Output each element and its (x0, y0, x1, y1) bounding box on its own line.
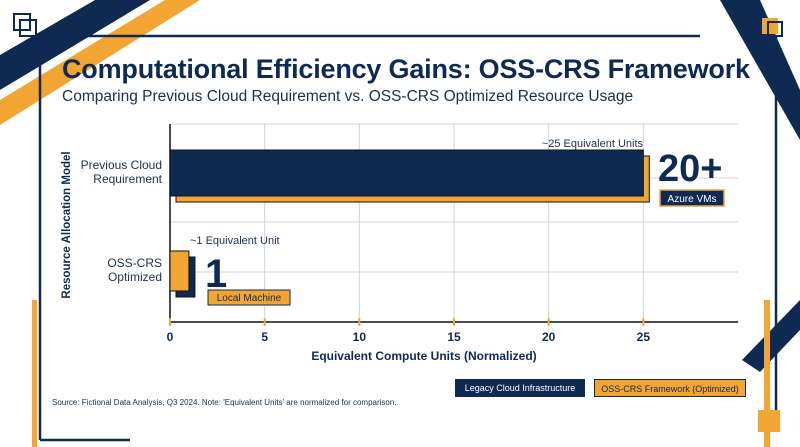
page-subtitle: Comparing Previous Cloud Requirement vs.… (62, 88, 634, 105)
callout-big-number: 20+ (658, 148, 722, 190)
corner-square-navy (767, 21, 783, 37)
x-tick-label: 20 (542, 330, 556, 344)
bar (169, 250, 190, 292)
callout-badge (207, 289, 291, 306)
corner-square-icon (13, 13, 31, 31)
corner-stripe-bottom-right (742, 300, 800, 372)
x-tick-label: 0 (167, 330, 174, 344)
accent-bar-left (32, 300, 37, 447)
legend-item-oss-crs: OSS-CRS Framework (Optimized) (594, 379, 746, 397)
accent-bar-right (764, 300, 770, 447)
category-label: OSS-CRS Optimized (107, 256, 162, 284)
bar (169, 149, 644, 197)
callout-badge-label: Azure VMs (668, 194, 717, 205)
category-label: Previous Cloud Requirement (81, 158, 163, 186)
corner-square-icon (19, 19, 37, 37)
data-label: ~25 Equivalent Units (542, 138, 644, 150)
corner-stripe-navy-right (720, 0, 800, 140)
corner-square-bottom-right (758, 410, 780, 432)
corner-stripe-navy (0, 0, 150, 90)
y-axis-title: Resource Allocation Model (61, 151, 73, 298)
source-note: Source: Fictional Data Analysis, Q3 2024… (52, 398, 397, 407)
callout-badge (659, 189, 725, 207)
x-tick-label: 25 (637, 330, 651, 344)
x-axis-title: Equivalent Compute Units (Normalized) (311, 349, 536, 363)
x-tick-label: 5 (261, 330, 268, 344)
page-title: Computational Efficiency Gains: OSS-CRS … (62, 54, 750, 84)
data-label: ~1 Equivalent Unit (190, 235, 280, 247)
legend-item-legacy: Legacy Cloud Infrastructure (455, 379, 585, 397)
x-tick-label: 15 (447, 330, 461, 344)
corner-stripe-orange (0, 0, 200, 125)
callout-big-number: 1 (205, 252, 227, 296)
callout-badge-label: Local Machine (217, 293, 282, 304)
x-tick-label: 10 (353, 330, 367, 344)
